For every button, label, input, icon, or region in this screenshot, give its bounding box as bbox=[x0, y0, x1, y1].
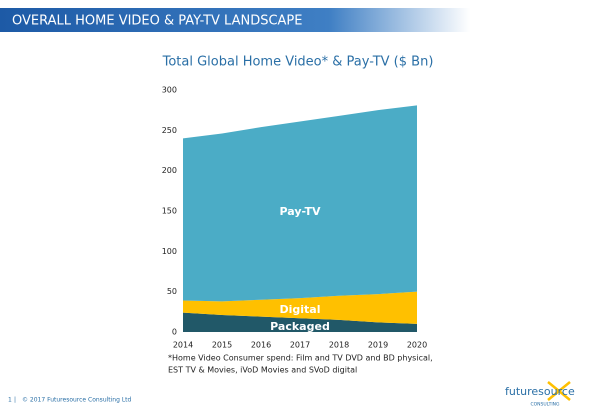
header-bar bbox=[0, 8, 470, 32]
logo-tagline: CONSULTING bbox=[530, 402, 560, 408]
series-label: Pay-TV bbox=[280, 205, 321, 218]
y-tick-label: 200 bbox=[162, 166, 177, 175]
logo-mark bbox=[547, 381, 571, 401]
header-title: OVERALL HOME VIDEO & PAY-TV LANDSCAPE bbox=[12, 14, 302, 29]
y-tick-label: 50 bbox=[167, 287, 177, 296]
x-tick-label: 2017 bbox=[290, 341, 310, 350]
footnote: EST TV & Movies, iVoD Movies and SVoD di… bbox=[168, 366, 357, 375]
chart-title: Total Global Home Video* & Pay-TV ($ Bn) bbox=[162, 55, 434, 70]
series-label: Digital bbox=[280, 303, 321, 316]
footer-copyright: © 2017 Futuresource Consulting Ltd bbox=[22, 397, 132, 404]
footer-page: 1 bbox=[8, 397, 12, 404]
plot: 0 50 100 150 200 250 300 2014 2015 2016 2017 2018 20… bbox=[162, 86, 427, 350]
x-tick-label: 2018 bbox=[329, 341, 349, 350]
x-tick-label: 2019 bbox=[368, 341, 388, 350]
series-label: Packaged bbox=[270, 320, 330, 333]
x-tick-label: 2020 bbox=[407, 341, 427, 350]
y-tick-label: 150 bbox=[162, 207, 177, 216]
y-tick-label: 100 bbox=[162, 247, 177, 256]
y-tick-label: 250 bbox=[162, 126, 177, 135]
x-tick-label: 2015 bbox=[212, 341, 232, 350]
area bbox=[183, 105, 417, 302]
area bbox=[183, 291, 417, 324]
footnote: *Home Video Consumer spend: Film and TV … bbox=[168, 354, 433, 363]
y-tick-label: 0 bbox=[172, 328, 177, 337]
x-tick-label: 2014 bbox=[173, 341, 193, 350]
area bbox=[183, 312, 417, 332]
footer-sep: | bbox=[14, 397, 16, 404]
logo-name: futuresource bbox=[505, 385, 575, 398]
y-tick-label: 300 bbox=[162, 86, 177, 95]
x-tick-label: 2016 bbox=[251, 341, 271, 350]
